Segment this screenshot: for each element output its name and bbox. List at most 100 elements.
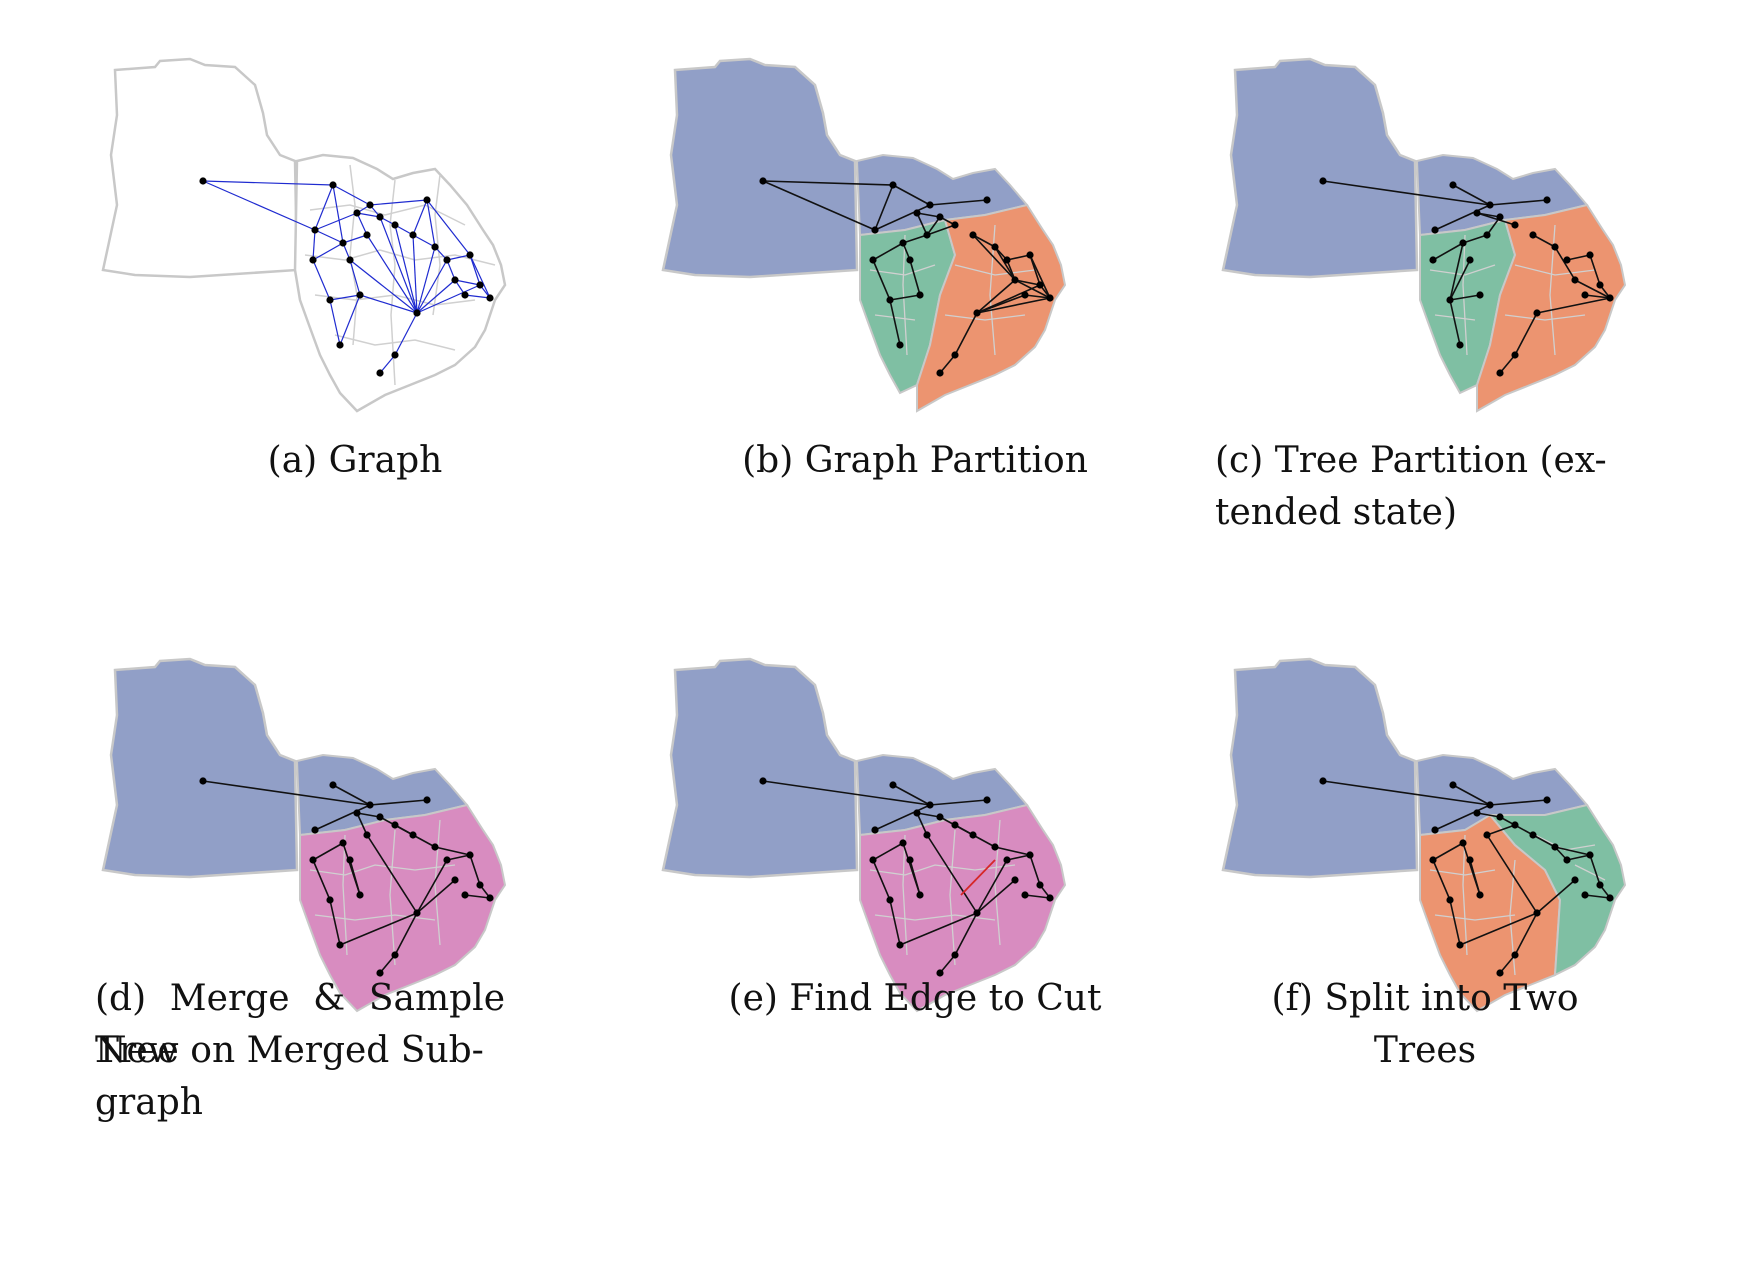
edge [1322, 180, 1491, 206]
edge [416, 246, 436, 314]
edge [872, 242, 904, 261]
node [363, 231, 371, 239]
caption-d-line2: Tree on Merged Sub- [95, 1030, 484, 1071]
caption-b: (b) Graph Partition [742, 440, 1088, 481]
edge [394, 912, 418, 956]
edge [1462, 234, 1488, 244]
map-find-edge [661, 657, 1067, 1013]
edge [329, 899, 341, 946]
node [451, 276, 459, 284]
node [889, 781, 897, 789]
node [326, 296, 334, 304]
node [1011, 276, 1019, 284]
node [199, 777, 207, 785]
node [1486, 801, 1494, 809]
edge [1449, 299, 1461, 346]
node [346, 256, 354, 264]
edge [356, 212, 381, 218]
map-tree-partition [1221, 57, 1627, 413]
edge [909, 259, 921, 296]
node [1036, 881, 1044, 889]
node [339, 239, 347, 247]
node [1533, 909, 1541, 917]
district-green [1487, 803, 1627, 977]
node [1473, 809, 1481, 817]
node [326, 896, 334, 904]
edge [416, 279, 456, 314]
node [356, 291, 364, 299]
caption-d-line3: graph [95, 1082, 203, 1123]
node [1483, 231, 1491, 239]
edge [976, 279, 1016, 314]
edge [874, 804, 931, 831]
edge [972, 234, 1016, 281]
node [336, 341, 344, 349]
edge [339, 912, 418, 946]
edge [1469, 859, 1481, 896]
node [486, 294, 494, 302]
node [936, 213, 944, 221]
edge [994, 246, 1016, 281]
node [1446, 896, 1454, 904]
node [991, 843, 999, 851]
edge [416, 284, 481, 314]
edge [342, 234, 368, 244]
edge [1489, 799, 1548, 806]
node [1473, 209, 1481, 217]
node [906, 856, 914, 864]
edge [1014, 279, 1051, 299]
edge [366, 234, 418, 314]
node [1466, 256, 1474, 264]
precinct-boundaries [309, 819, 456, 966]
node [1003, 856, 1011, 864]
node [973, 309, 981, 317]
edge [314, 184, 334, 231]
caption-c-line1: (c) Tree Partition (ex- [1215, 440, 1607, 481]
edge [469, 854, 481, 886]
edge [972, 834, 996, 848]
node [1511, 821, 1519, 829]
node [906, 256, 914, 264]
edge [1024, 294, 1051, 299]
edge [426, 199, 471, 256]
caption-e: (e) Find Edge to Cut [728, 978, 1102, 1019]
node [913, 809, 921, 817]
node [1431, 826, 1439, 834]
node [1581, 891, 1589, 899]
edge [899, 912, 978, 946]
edge [349, 859, 361, 896]
edge [1014, 279, 1041, 286]
edge [332, 184, 344, 244]
node [199, 177, 207, 185]
tree-nodes [759, 777, 1054, 977]
node [1581, 291, 1589, 299]
node [951, 951, 959, 959]
node [1511, 351, 1519, 359]
node [311, 826, 319, 834]
map-split-trees [1221, 657, 1627, 1013]
edge [202, 180, 316, 231]
node [1496, 369, 1504, 377]
edge [939, 954, 956, 974]
node [1429, 856, 1437, 864]
edge [1459, 912, 1538, 946]
node [1319, 177, 1327, 185]
edge [446, 254, 471, 261]
node [991, 243, 999, 251]
node [1026, 851, 1034, 859]
node [466, 251, 474, 259]
edge [366, 834, 418, 914]
node [336, 941, 344, 949]
edge [1452, 784, 1491, 806]
edge [369, 799, 428, 806]
node [923, 831, 931, 839]
edge [1476, 812, 1501, 818]
map-graph [101, 57, 507, 413]
node [451, 876, 459, 884]
district-merged-pink [299, 803, 507, 1013]
edge [412, 834, 436, 848]
east-county [293, 153, 507, 413]
edge [416, 879, 456, 914]
node [951, 221, 959, 229]
edge [1452, 184, 1491, 206]
